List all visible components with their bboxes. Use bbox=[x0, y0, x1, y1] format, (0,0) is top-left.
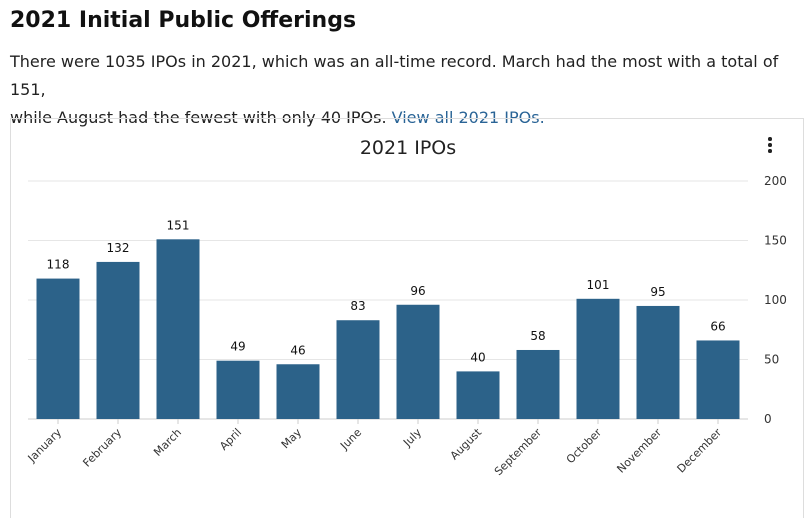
data-labels: 118 132 151 49 46 83 96 40 58 101 95 66 bbox=[47, 218, 726, 364]
x-tick-label: March bbox=[151, 426, 184, 459]
bar[interactable] bbox=[36, 278, 80, 419]
intro-paragraph: There were 1035 IPOs in 2021, which was … bbox=[10, 48, 806, 132]
data-label: 49 bbox=[230, 340, 245, 354]
x-axis: January February March April May June July Augu… bbox=[25, 419, 725, 479]
data-label: 96 bbox=[410, 284, 425, 298]
chart-menu-button[interactable] bbox=[757, 132, 783, 158]
bar[interactable] bbox=[156, 239, 200, 419]
more-vertical-icon bbox=[768, 143, 772, 147]
page-title: 2021 Initial Public Offerings bbox=[10, 8, 357, 33]
x-tick-label: November bbox=[614, 426, 664, 476]
bar[interactable] bbox=[516, 349, 560, 419]
y-tick-label: 200 bbox=[764, 174, 787, 188]
x-tick-label: April bbox=[217, 426, 244, 453]
intro-text-line1: There were 1035 IPOs in 2021, which was … bbox=[10, 52, 779, 99]
bar[interactable] bbox=[336, 320, 380, 419]
y-tick-label: 100 bbox=[764, 293, 787, 307]
bar[interactable] bbox=[636, 305, 680, 419]
x-tick-label: August bbox=[448, 425, 485, 462]
y-tick-label: 50 bbox=[764, 353, 779, 367]
data-label: 46 bbox=[290, 343, 305, 357]
x-tick-label: February bbox=[80, 426, 124, 470]
bar[interactable] bbox=[276, 364, 320, 419]
data-label: 40 bbox=[470, 350, 485, 364]
data-label: 58 bbox=[530, 329, 545, 343]
bar-chart: 2021 IPOs 0 50 100 150 200 118 132 151 49 46 83 96… bbox=[25, 137, 787, 479]
grid-lines bbox=[28, 180, 748, 420]
data-label: 83 bbox=[350, 299, 365, 313]
x-tick-label: July bbox=[400, 426, 424, 450]
bar[interactable] bbox=[216, 360, 260, 419]
chart-card bbox=[10, 118, 804, 518]
bars bbox=[36, 239, 740, 419]
view-all-ipos-link[interactable]: View all 2021 IPOs. bbox=[391, 108, 545, 127]
intro-text-line2: while August had the fewest with only 40… bbox=[10, 108, 392, 127]
data-label: 95 bbox=[650, 285, 665, 299]
data-label: 118 bbox=[47, 258, 70, 272]
data-label: 101 bbox=[587, 278, 610, 292]
more-vertical-icon bbox=[768, 137, 772, 141]
bar[interactable] bbox=[96, 261, 140, 419]
x-tick-label: January bbox=[25, 426, 65, 466]
x-tick-label: September bbox=[492, 426, 545, 479]
data-label: 66 bbox=[710, 319, 725, 333]
bar[interactable] bbox=[696, 340, 740, 419]
y-tick-label: 0 bbox=[764, 412, 772, 426]
x-tick-label: May bbox=[279, 426, 305, 452]
y-axis: 0 50 100 150 200 bbox=[764, 174, 787, 426]
chart-title: 2021 IPOs bbox=[360, 137, 456, 159]
bar[interactable] bbox=[576, 298, 620, 419]
data-label: 132 bbox=[107, 241, 130, 255]
bar[interactable] bbox=[396, 304, 440, 419]
x-tick-label: October bbox=[564, 426, 605, 467]
x-tick-label: December bbox=[675, 426, 725, 476]
x-tick-label: June bbox=[337, 426, 364, 453]
more-vertical-icon bbox=[768, 149, 772, 153]
y-tick-label: 150 bbox=[764, 234, 787, 248]
data-label: 151 bbox=[167, 218, 190, 232]
bar[interactable] bbox=[456, 371, 500, 419]
